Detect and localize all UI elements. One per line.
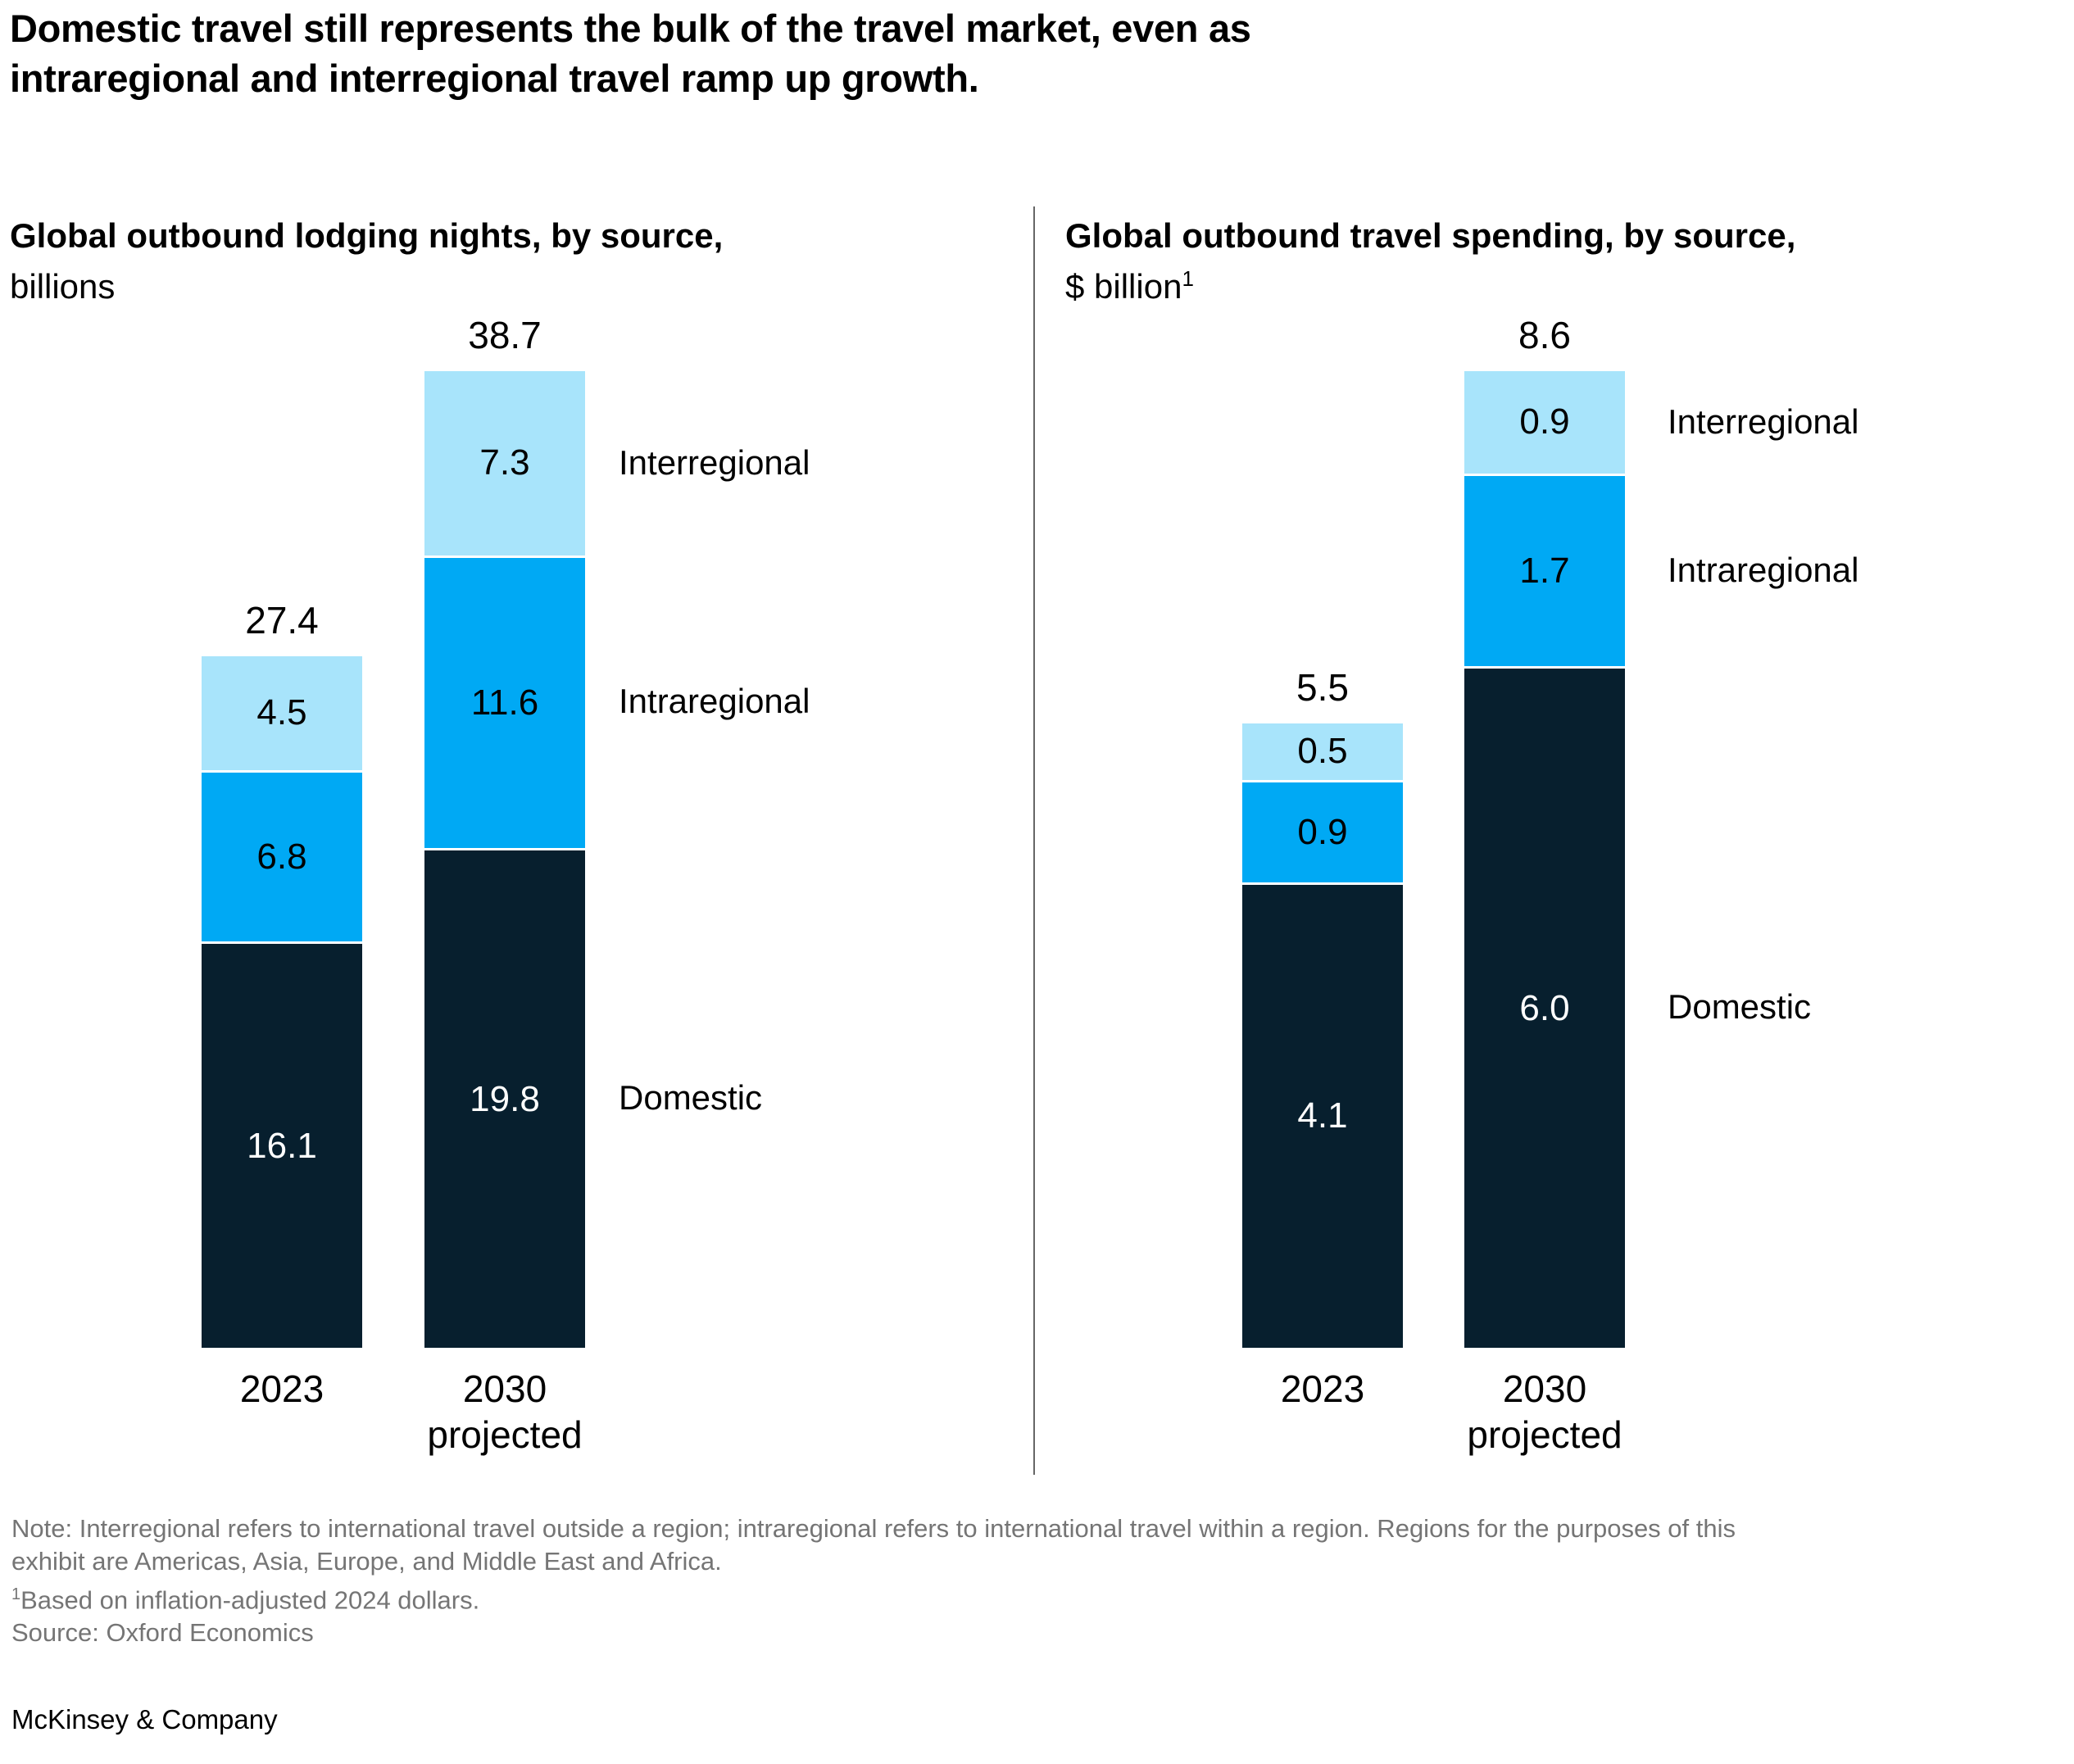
value-label-interregional-2023: 0.5 (1297, 731, 1348, 772)
exhibit-title-line1: Domestic travel still represents the bul… (10, 7, 1251, 50)
axis-label-2030: 2030 projected (427, 1367, 583, 1456)
segment-domestic-2030: 6.0 (1464, 666, 1625, 1348)
segment-domestic-2023: 16.1 (202, 941, 362, 1348)
axis-label-2023: 2023 (239, 1367, 324, 1410)
note-line-2: exhibit are Americas, Asia, Europe, and … (11, 1547, 722, 1576)
segment-domestic-2023: 4.1 (1242, 882, 1403, 1348)
source-line: Source: Oxford Economics (11, 1618, 314, 1648)
value-label-interregional-2023: 4.5 (256, 692, 307, 733)
legend-domestic: Domestic (619, 1078, 763, 1118)
value-label-intraregional-2030: 11.6 (470, 682, 539, 723)
value-label-domestic-2023: 16.1 (247, 1125, 317, 1166)
legend-interregional: Interregional (619, 443, 810, 483)
axis-label-2030: 2030 projected (1467, 1367, 1622, 1456)
footnotes: Note: Interregional refers to internatio… (11, 1512, 2060, 1649)
segment-intraregional-2030: 1.7 (1464, 473, 1625, 667)
total-label-2030: 38.7 (468, 314, 542, 356)
value-label-intraregional-2023: 0.9 (1297, 811, 1348, 852)
value-label-domestic-2030: 19.8 (470, 1078, 540, 1119)
footnote-1: 1Based on inflation-adjusted 2024 dollar… (11, 1585, 480, 1615)
note-line-1: Note: Interregional refers to internatio… (11, 1514, 1736, 1543)
segment-interregional-2030: 7.3 (424, 371, 585, 556)
legend-interregional: Interregional (1668, 402, 1859, 442)
legend-intraregional: Intraregional (1668, 550, 1859, 589)
value-label-domestic-2030: 6.0 (1519, 987, 1570, 1028)
value-label-domestic-2023: 4.1 (1297, 1095, 1348, 1136)
exhibit-title: Domestic travel still represents the bul… (10, 3, 2042, 103)
exhibit-title-line2: intraregional and interregional travel r… (10, 57, 979, 100)
spending-chart-heading: Global outbound travel spending, by sour… (1065, 215, 2049, 308)
value-label-interregional-2030: 0.9 (1519, 401, 1570, 442)
total-label-2030: 8.6 (1518, 314, 1571, 356)
value-label-intraregional-2030: 1.7 (1519, 551, 1570, 592)
total-label-2023: 5.5 (1296, 665, 1349, 709)
segment-intraregional-2030: 11.6 (424, 555, 585, 849)
segment-domestic-2030: 19.8 (424, 848, 585, 1348)
spending-chart-unit: $ billion1 (1065, 266, 1194, 306)
legend-intraregional: Intraregional (619, 682, 810, 721)
lodging-chart-unit: billions (10, 267, 116, 306)
spending-chart-title: Global outbound travel spending, by sour… (1065, 216, 1796, 255)
segment-interregional-2023: 0.5 (1242, 723, 1403, 780)
mckinsey-wordmark: McKinsey & Company (11, 1704, 278, 1735)
legend-domestic: Domestic (1668, 987, 1812, 1027)
value-label-intraregional-2023: 6.8 (256, 836, 307, 877)
segment-intraregional-2023: 0.9 (1242, 779, 1403, 882)
panel-divider (1033, 206, 1035, 1475)
axis-label-2023: 2023 (1280, 1367, 1365, 1410)
value-label-interregional-2030: 7.3 (479, 442, 530, 483)
lodging-chart-heading: Global outbound lodging nights, by sourc… (10, 215, 993, 308)
segment-interregional-2023: 4.5 (202, 656, 362, 770)
segment-intraregional-2023: 6.8 (202, 769, 362, 942)
lodging-chart-title: Global outbound lodging nights, by sourc… (10, 216, 724, 255)
total-label-2023: 27.4 (245, 599, 319, 642)
segment-interregional-2030: 0.9 (1464, 371, 1625, 474)
